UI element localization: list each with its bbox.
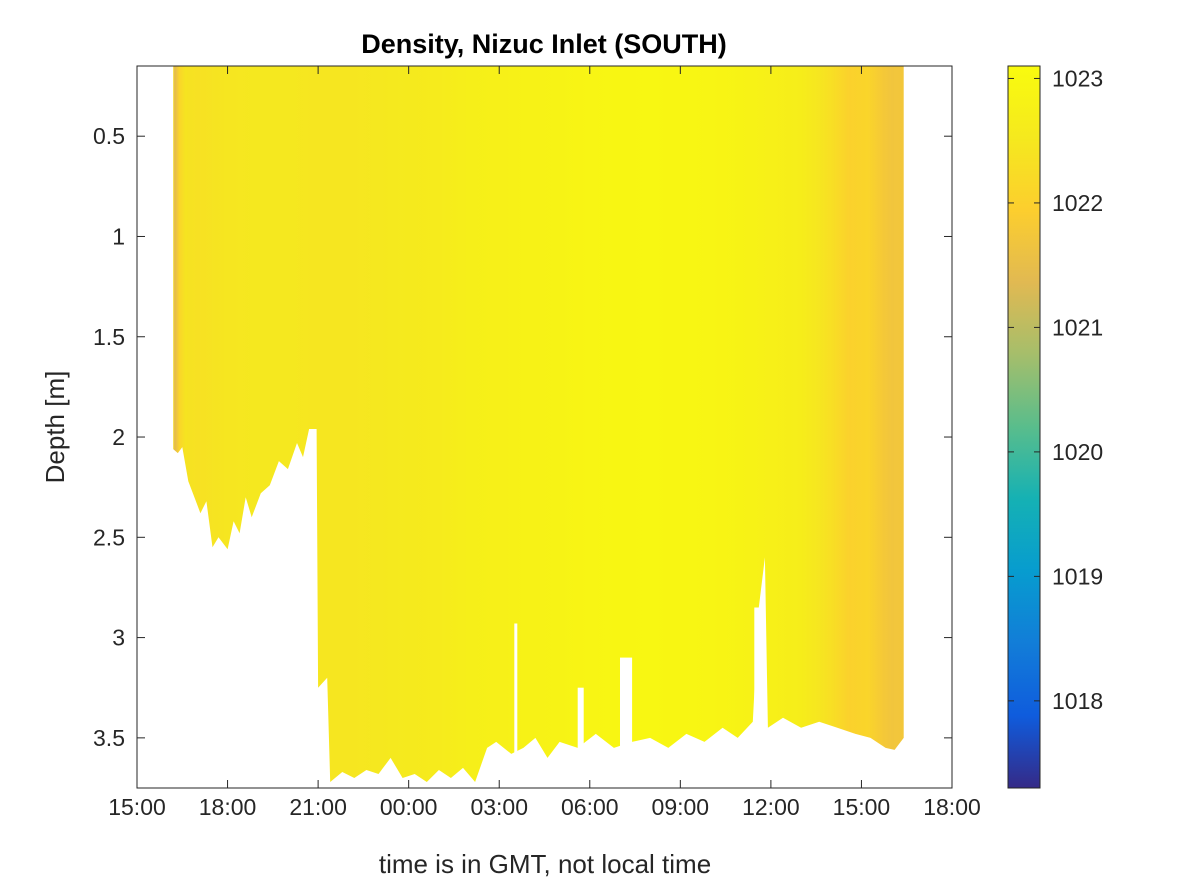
density-field [173,66,904,782]
y-tick-label: 2.5 [93,524,125,550]
x-tick-label: 15:00 [833,794,891,820]
x-tick-label: 18:00 [923,794,981,820]
data-gap [754,607,764,788]
data-gap [620,657,633,788]
y-tick-label: 2 [112,424,125,450]
colorbar: 1018 1019 1020 1021 1022 1023 [1007,65,1103,789]
data-gap [514,623,518,788]
x-tick-label: 09:00 [652,794,710,820]
plot-area: 15:00 18:00 21:00 00:00 03:00 06:00 09:00 12:00… [93,65,981,820]
x-tick-label: 00:00 [380,794,438,820]
x-tick-label: 15:00 [108,794,166,820]
x-axis-ticks: 15:00 18:00 21:00 00:00 03:00 06:00 09:00 12:00… [108,66,981,820]
colorbar-tick-label: 1020 [1052,439,1103,465]
plot-frame [136,65,953,789]
density-surface [173,66,904,782]
y-axis-ticks: 0.5 1 1.5 2 2.5 3 3.5 [93,123,952,751]
x-tick-label: 03:00 [470,794,528,820]
colorbar-ticks: 1018 1019 1020 1021 1022 1023 [1008,65,1103,714]
colorbar-tick-label: 1021 [1052,314,1103,340]
chart-title: Density, Nizuc Inlet (SOUTH) [361,29,727,59]
y-tick-label: 3 [112,625,125,651]
colorbar-tick-label: 1023 [1052,65,1103,91]
colorbar-tick-label: 1018 [1052,688,1103,714]
colorbar-scale [1007,65,1041,789]
x-tick-label: 06:00 [561,794,619,820]
x-axis-label: time is in GMT, not local time [379,849,711,879]
data-gap [577,687,584,788]
x-tick-label: 18:00 [199,794,257,820]
y-tick-label: 1.5 [93,324,125,350]
colorbar-tick-label: 1022 [1052,190,1103,216]
y-tick-label: 1 [112,223,125,249]
y-tick-label: 3.5 [93,725,125,751]
y-axis-label: Depth [m] [40,371,70,484]
x-tick-label: 21:00 [289,794,347,820]
x-tick-label: 12:00 [742,794,800,820]
y-tick-label: 0.5 [93,123,125,149]
colorbar-tick-label: 1019 [1052,563,1103,589]
data-gaps [514,607,764,788]
